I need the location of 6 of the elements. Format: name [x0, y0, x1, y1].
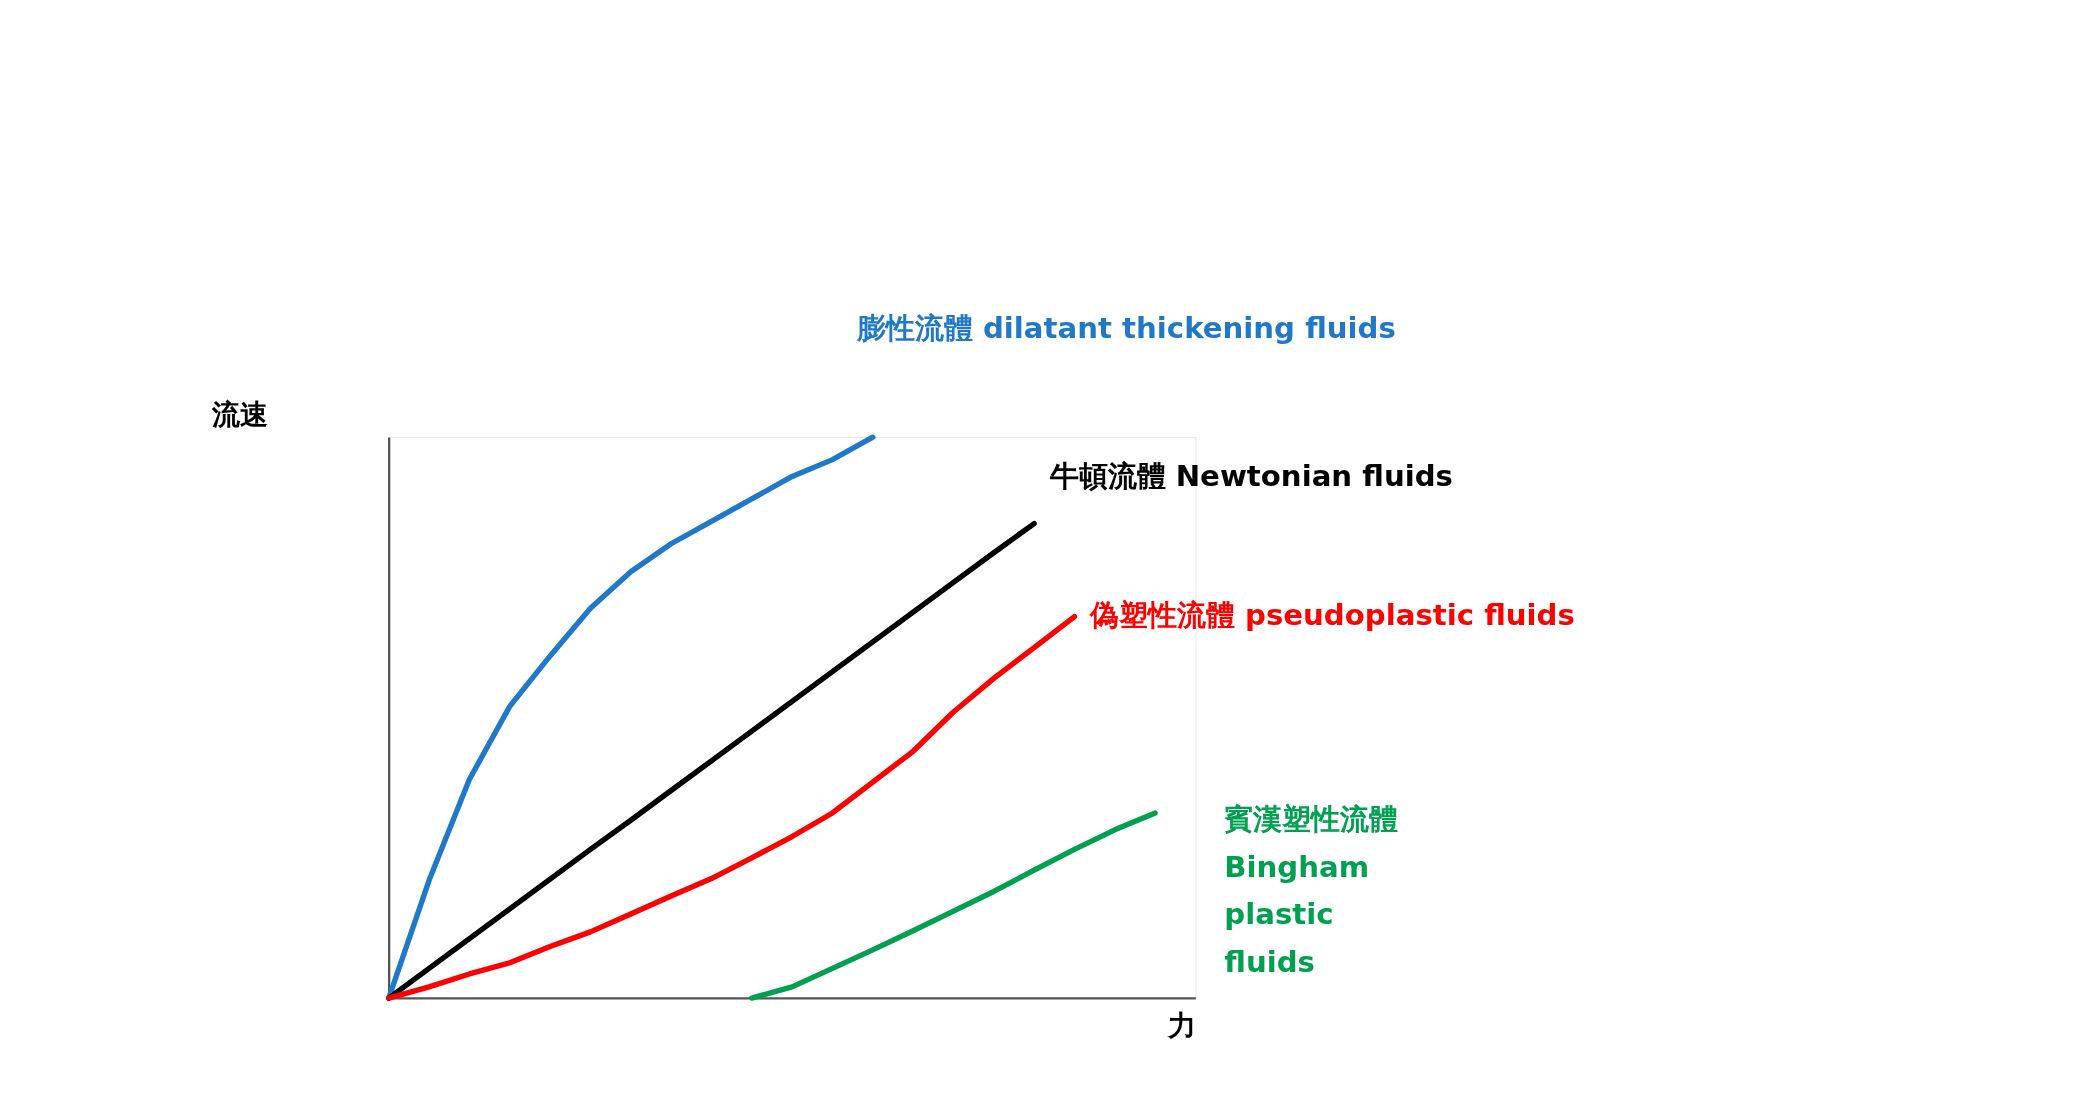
series-label: 牛頓流體 Newtonian fluids [1048, 458, 1453, 493]
series-label: 偽塑性流體 pseudoplastic fluids [1088, 598, 1575, 633]
x-axis-title: 力 [1166, 1009, 1196, 1043]
text: 膨性流體 dilatant thickening fluids [855, 311, 1396, 346]
y-axis-title: 流速 [211, 397, 269, 431]
text: 賓漢塑性流體 Bingham plastic fluids [1224, 802, 1399, 980]
